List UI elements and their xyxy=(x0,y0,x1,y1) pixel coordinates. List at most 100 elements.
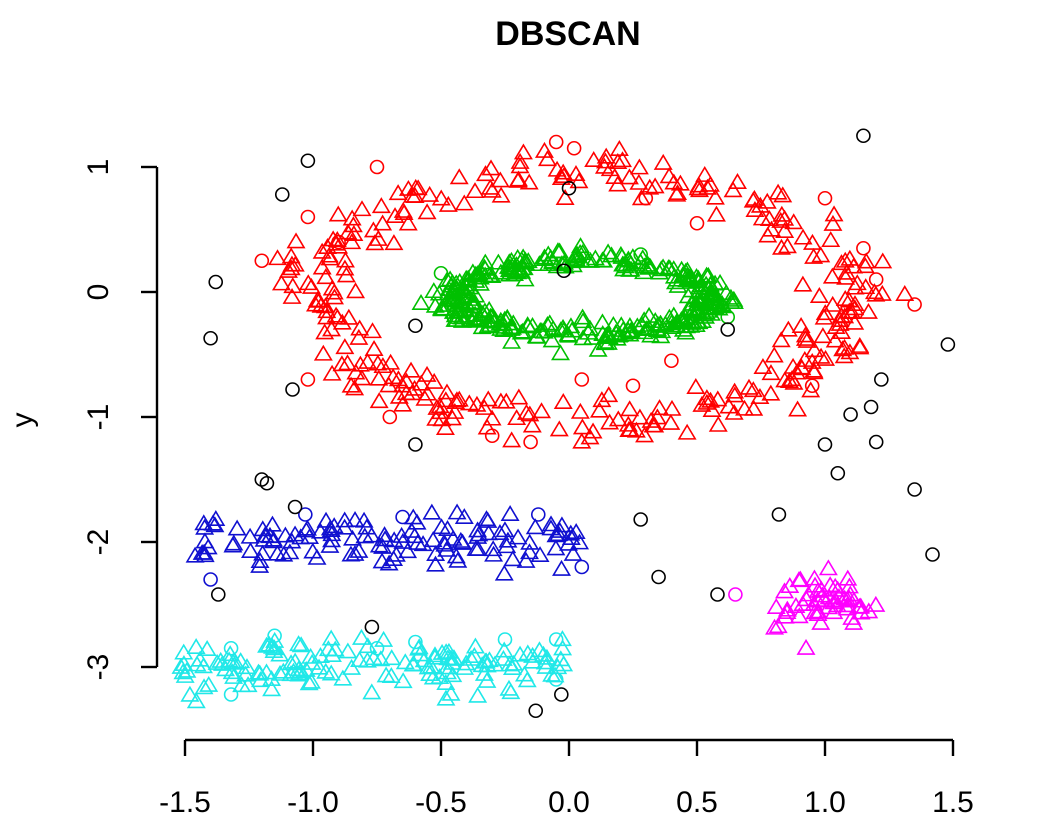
blue-band-core-point xyxy=(349,541,369,558)
outer-ring-core-point xyxy=(745,200,765,217)
magenta-cluster-core-point xyxy=(777,602,797,619)
outer-ring-core-point xyxy=(814,308,834,325)
cyan-band-core-point xyxy=(534,645,553,662)
blue-band-core-point xyxy=(490,523,510,540)
outer-ring-core-point xyxy=(513,143,533,160)
x-tick-label: -1.0 xyxy=(287,786,339,819)
inner-ring-core-point xyxy=(675,308,695,325)
outer-ring-core-point xyxy=(384,234,404,251)
outer-ring-core-point xyxy=(317,302,337,319)
inner-ring-core-point xyxy=(501,319,521,336)
noise-point xyxy=(863,399,879,415)
inner-ring-core-point xyxy=(603,315,623,332)
outer-ring-core-point xyxy=(427,398,447,415)
inner-ring-core-point xyxy=(445,300,465,317)
blue-band-core-point xyxy=(335,511,355,528)
blue-band-core-point xyxy=(185,546,205,563)
inner-ring-core-point xyxy=(721,292,741,309)
outer-ring-core-point xyxy=(570,402,590,419)
outer-ring-core-point xyxy=(392,376,412,393)
blue-band-core-point xyxy=(422,503,442,520)
inner-ring-core-point xyxy=(571,237,591,254)
cyan-band-core-point xyxy=(174,643,194,660)
outer-ring-core-point xyxy=(728,172,747,189)
outer-ring-core-point xyxy=(692,395,712,412)
outer-ring-core-point xyxy=(555,188,575,205)
blue-band-border-point xyxy=(298,507,313,522)
outer-ring-core-point xyxy=(608,152,628,169)
blue-band-core-point xyxy=(198,538,218,555)
outer-ring-core-point xyxy=(725,382,745,399)
outer-ring-border-point xyxy=(817,190,833,206)
outer-ring-core-point xyxy=(282,287,302,304)
inner-ring-core-point xyxy=(431,299,451,316)
y-tick-label: -2 xyxy=(82,529,115,556)
outer-ring-core-point xyxy=(402,186,422,203)
outer-ring-core-point xyxy=(677,423,697,440)
outer-ring-core-point xyxy=(793,228,813,245)
magenta-cluster-core-point xyxy=(786,596,806,613)
blue-band-core-point xyxy=(503,550,523,567)
outer-ring-core-point xyxy=(553,393,573,410)
inner-ring-core-point xyxy=(542,331,562,348)
noise-point xyxy=(364,619,380,635)
cyan-band-core-point xyxy=(251,671,270,688)
outer-ring-border-point xyxy=(574,372,590,387)
cyan-band-core-point xyxy=(465,637,485,654)
outer-ring-core-point xyxy=(417,203,437,220)
cyan-band-border-point xyxy=(223,687,239,702)
outer-ring-core-point xyxy=(895,284,915,301)
outer-ring-core-point xyxy=(283,277,303,294)
inner-ring-core-point xyxy=(695,283,715,300)
magenta-cluster-core-point xyxy=(796,638,816,655)
outer-ring-border-point xyxy=(254,253,270,269)
outer-ring-core-point xyxy=(496,392,516,409)
outer-ring-border-point xyxy=(868,272,884,287)
cyan-band-core-point xyxy=(351,628,371,645)
cyan-band-core-point xyxy=(437,658,457,675)
noise-point xyxy=(561,180,577,196)
magenta-cluster-core-point xyxy=(766,598,786,615)
noise-point xyxy=(203,330,218,346)
outer-ring-core-point xyxy=(476,165,495,182)
cyan-band-core-point xyxy=(362,683,382,700)
noise-point xyxy=(556,263,572,279)
cyan-band-core-point xyxy=(322,646,342,663)
outer-ring-border-point xyxy=(523,434,538,450)
outer-ring-core-point xyxy=(474,398,494,415)
outer-ring-core-point xyxy=(315,323,335,340)
cyan-band-core-point xyxy=(464,646,484,663)
outer-ring-core-point xyxy=(739,378,759,395)
outer-ring-core-point xyxy=(551,169,571,185)
inner-ring-core-point xyxy=(505,265,524,282)
outer-ring-core-point xyxy=(833,340,853,357)
blue-band-core-point xyxy=(369,536,389,553)
inner-ring-core-point xyxy=(470,310,490,327)
blue-band-core-point xyxy=(563,544,583,561)
outer-ring-core-point xyxy=(619,168,639,185)
outer-ring-border-point xyxy=(638,190,654,206)
blue-band-core-point xyxy=(355,527,375,544)
blue-band-core-point xyxy=(274,545,294,562)
inner-ring-core-point xyxy=(555,253,575,270)
inner-ring-core-point xyxy=(570,244,590,260)
outer-ring-border-point xyxy=(907,297,922,312)
outer-ring-core-point xyxy=(706,205,726,222)
outer-ring-core-point xyxy=(594,157,614,174)
magenta-cluster-core-point xyxy=(837,596,857,613)
outer-ring-core-point xyxy=(491,186,511,203)
outer-ring-core-point xyxy=(822,267,842,284)
inner-ring-core-point xyxy=(599,328,619,345)
outer-ring-core-point xyxy=(368,229,388,246)
noise-point xyxy=(856,128,871,144)
cyan-band-border-point xyxy=(408,634,423,650)
outer-ring-core-point xyxy=(816,349,836,366)
outer-ring-core-point xyxy=(815,304,835,321)
magenta-cluster-core-point xyxy=(805,603,825,620)
inner-ring-core-point xyxy=(611,245,631,262)
x-tick-label: 0.0 xyxy=(548,786,590,819)
cyan-band-core-point xyxy=(529,641,549,658)
blue-band-core-point xyxy=(195,546,215,563)
inner-ring-core-point xyxy=(470,274,490,291)
cyan-band-core-point xyxy=(338,642,358,659)
